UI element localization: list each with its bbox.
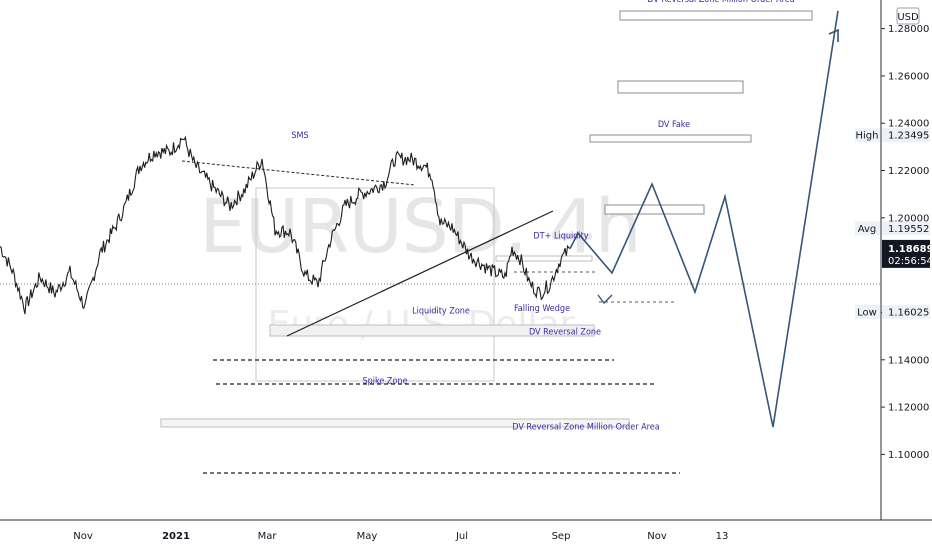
y-tick-label: 1.26000 — [888, 71, 929, 82]
high-level-tag: High 1.23495 — [855, 128, 930, 143]
annotation-dv-reversal-zone[interactable]: DV Reversal Zone — [529, 328, 601, 338]
y-tick-label: 1.20000 — [888, 213, 929, 224]
high-value: 1.23495 — [888, 131, 929, 142]
dv-reversal-million-box-top[interactable] — [619, 10, 813, 21]
annotation-dv-reversal-million-top[interactable]: DV Reversal Zone Million Order Area — [647, 0, 795, 5]
annotation-falling-wedge[interactable]: Falling Wedge — [514, 304, 570, 314]
low-level-tag: Low 1.16025 — [855, 304, 930, 319]
y-tick-label: 1.22000 — [888, 166, 929, 177]
x-tick-label: 2021 — [162, 531, 190, 542]
annotation-layer: SMS DV Fake DT+ Liquidity Falling Wedge Liqu… — [291, 0, 794, 432]
range-box[interactable] — [255, 187, 495, 382]
dt-liquidity-box[interactable] — [495, 255, 593, 262]
currency-text: USD — [897, 12, 919, 23]
low-label: Low — [857, 307, 877, 318]
x-tick-label: Mar — [258, 531, 278, 542]
bar-countdown: 02:56:54 — [888, 256, 932, 267]
avg-value: 1.19552 — [888, 224, 929, 235]
x-tick-label: Jul — [455, 531, 468, 542]
annotation-dt-liquidity[interactable]: DT+ Liquidity — [533, 232, 588, 242]
time-axis: Nov 2021 Mar May Jul Sep Nov 13 — [73, 531, 728, 542]
high-label: High — [856, 131, 879, 142]
x-tick-label: Nov — [647, 531, 667, 542]
zone-box-2[interactable] — [617, 80, 744, 94]
currency-label[interactable]: USD — [896, 7, 920, 25]
x-tick-label: Nov — [73, 531, 93, 542]
projection-arrow-up — [828, 28, 839, 42]
y-tick-label: 1.10000 — [888, 450, 929, 461]
dv-fake-box[interactable] — [589, 134, 752, 143]
series-layer — [0, 10, 839, 428]
supply-box[interactable] — [604, 204, 705, 215]
spike-zone-box[interactable] — [160, 418, 630, 428]
low-value: 1.16025 — [888, 307, 929, 318]
y-tick-label: 1.14000 — [888, 355, 929, 366]
avg-level-tag: Avg 1.19552 — [855, 221, 930, 236]
last-price-value: 1.18689 — [888, 244, 932, 255]
projection-arrow-down — [597, 294, 613, 305]
annotation-liquidity-zone[interactable]: Liquidity Zone — [412, 306, 470, 316]
x-tick-label: Sep — [552, 531, 571, 542]
y-tick-label: 1.28000 — [888, 24, 929, 35]
x-tick-label: May — [357, 531, 378, 542]
liquidity-zone-box[interactable] — [269, 324, 595, 337]
dashed-levels — [203, 359, 680, 474]
annotation-spike-zone[interactable]: Spike Zone — [362, 377, 407, 387]
price-series — [0, 135, 571, 315]
y-tick-label: 1.24000 — [888, 119, 929, 130]
y-tick-label: 1.12000 — [888, 403, 929, 414]
x-tick-label: 13 — [716, 531, 729, 542]
sms-trendline — [181, 160, 416, 186]
annotation-dv-fake[interactable]: DV Fake — [658, 120, 690, 130]
avg-label: Avg — [858, 224, 877, 235]
projection-path — [569, 10, 839, 428]
price-tags: High 1.23495 Avg 1.19552 Low 1.16025 1.1868902… — [855, 128, 932, 319]
annotation-dv-reversal-million-bottom[interactable]: DV Reversal Zone Million Order Area — [512, 422, 660, 432]
rising-trendline — [286, 210, 554, 337]
annotation-sms[interactable]: SMS — [291, 131, 308, 141]
